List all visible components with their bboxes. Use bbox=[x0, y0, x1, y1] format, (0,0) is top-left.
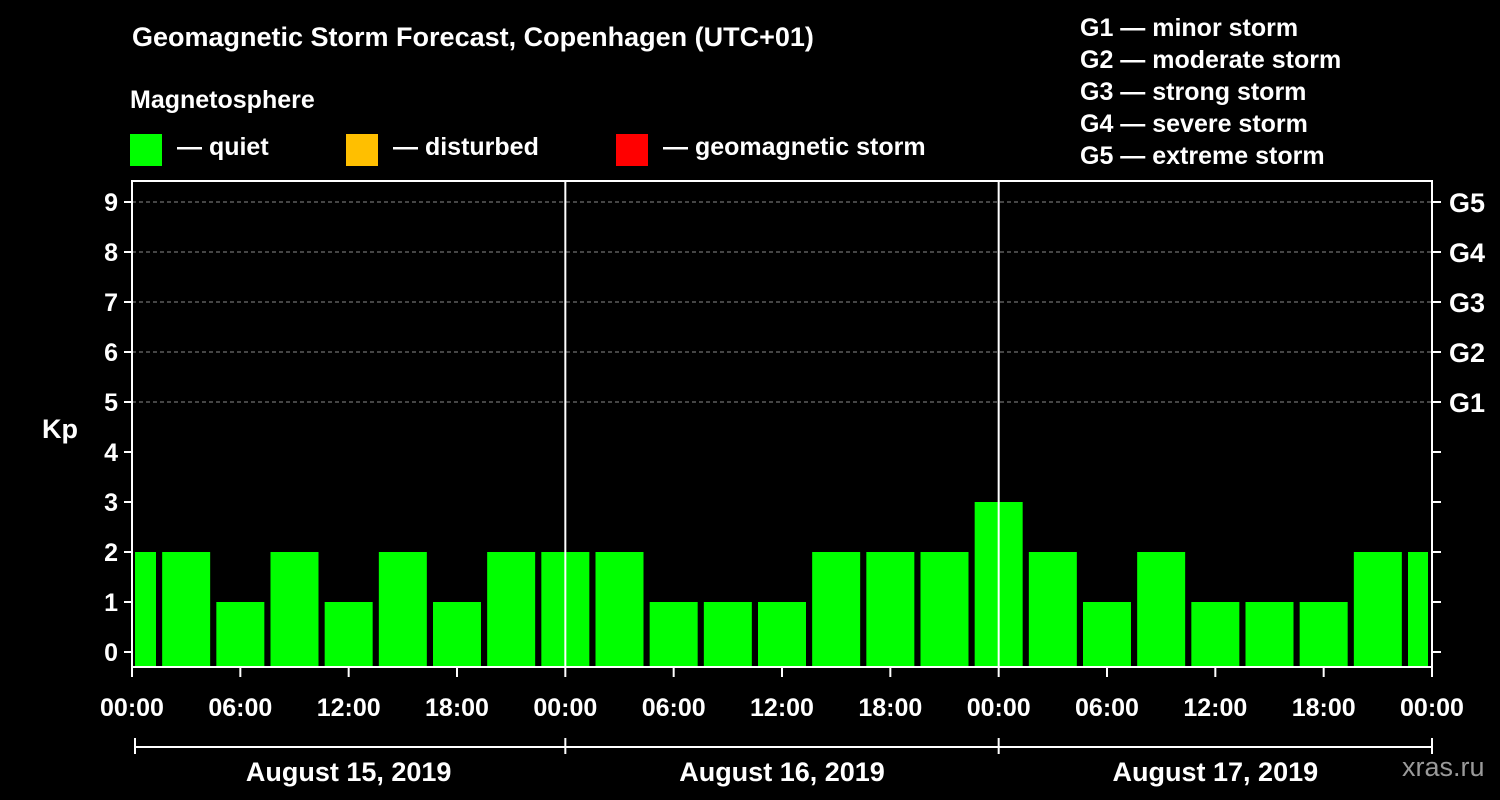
x-tick-label: 18:00 bbox=[858, 694, 922, 722]
watermark: xras.ru bbox=[1402, 752, 1485, 782]
g-scale-label: G4 bbox=[1449, 238, 1485, 268]
y-axis-label: Kp bbox=[42, 414, 78, 444]
x-tick-label: 12:00 bbox=[1183, 694, 1247, 722]
plot-frame bbox=[131, 180, 1433, 668]
legend-label-quiet: — quiet bbox=[177, 133, 269, 161]
x-tick-label: 06:00 bbox=[208, 694, 272, 722]
kp-bar bbox=[1353, 552, 1402, 667]
storm-scale-g2: G2 — moderate storm bbox=[1080, 46, 1342, 74]
legend-swatch-storm bbox=[616, 134, 648, 166]
y-tick-label: 7 bbox=[104, 289, 118, 317]
x-tick-label: 06:00 bbox=[642, 694, 706, 722]
day-label: August 17, 2019 bbox=[1113, 757, 1319, 787]
y-tick-label: 4 bbox=[104, 439, 118, 467]
kp-bar bbox=[378, 552, 427, 667]
legend-swatch-disturbed bbox=[346, 134, 378, 166]
storm-scale-g5: G5 — extreme storm bbox=[1080, 142, 1325, 170]
kp-bar bbox=[758, 602, 806, 667]
kp-bar bbox=[1137, 552, 1186, 667]
g-scale-label: G5 bbox=[1449, 188, 1485, 218]
chart-title: Geomagnetic Storm Forecast, Copenhagen (… bbox=[132, 22, 814, 52]
storm-scale-g4: G4 — severe storm bbox=[1080, 110, 1308, 138]
y-tick-label: 3 bbox=[104, 489, 118, 517]
x-tick-label: 00:00 bbox=[100, 694, 164, 722]
y-tick-label: 8 bbox=[104, 239, 118, 267]
kp-bar bbox=[433, 602, 481, 667]
day-label: August 16, 2019 bbox=[679, 757, 885, 787]
kp-bar bbox=[812, 552, 861, 667]
kp-bar bbox=[920, 552, 969, 667]
g-scale-label: G2 bbox=[1449, 338, 1485, 368]
g-scale-label: G1 bbox=[1449, 388, 1485, 418]
kp-bar bbox=[270, 552, 319, 667]
legend-swatch-quiet bbox=[130, 134, 162, 166]
kp-bar bbox=[135, 552, 156, 667]
y-tick-label: 6 bbox=[104, 339, 118, 367]
kp-bar bbox=[1299, 602, 1348, 667]
kp-bar bbox=[324, 602, 373, 667]
kp-bar bbox=[1083, 602, 1131, 667]
y-tick-label: 9 bbox=[104, 189, 118, 217]
kp-bar bbox=[866, 552, 915, 667]
x-tick-label: 12:00 bbox=[317, 694, 381, 722]
kp-bar bbox=[487, 552, 536, 667]
storm-scale-g1: G1 — minor storm bbox=[1080, 14, 1299, 42]
kp-bar bbox=[595, 552, 644, 667]
kp-bar bbox=[1028, 552, 1077, 667]
x-tick-label: 18:00 bbox=[1292, 694, 1356, 722]
x-tick-label: 06:00 bbox=[1075, 694, 1139, 722]
kp-bar bbox=[649, 602, 698, 667]
storm-scale-g3: G3 — strong storm bbox=[1080, 78, 1307, 106]
y-tick-label: 0 bbox=[104, 639, 118, 667]
kp-bar bbox=[162, 552, 211, 667]
g-scale-label: G3 bbox=[1449, 288, 1485, 318]
y-tick-label: 1 bbox=[104, 589, 118, 617]
legend-heading: Magnetosphere bbox=[130, 86, 315, 114]
legend-label-storm: — geomagnetic storm bbox=[663, 133, 926, 161]
y-tick-label: 2 bbox=[104, 539, 118, 567]
y-tick-label: 5 bbox=[104, 389, 118, 417]
kp-bar bbox=[703, 602, 752, 667]
legend-label-disturbed: — disturbed bbox=[393, 133, 539, 161]
x-tick-label: 00:00 bbox=[967, 694, 1031, 722]
x-tick-label: 00:00 bbox=[533, 694, 597, 722]
kp-bar bbox=[216, 602, 265, 667]
x-tick-label: 00:00 bbox=[1400, 694, 1464, 722]
x-tick-label: 12:00 bbox=[750, 694, 814, 722]
kp-bar bbox=[1191, 602, 1240, 667]
day-label: August 15, 2019 bbox=[246, 757, 452, 787]
kp-bar bbox=[1408, 552, 1428, 667]
x-tick-label: 18:00 bbox=[425, 694, 489, 722]
kp-bar bbox=[1245, 602, 1294, 667]
